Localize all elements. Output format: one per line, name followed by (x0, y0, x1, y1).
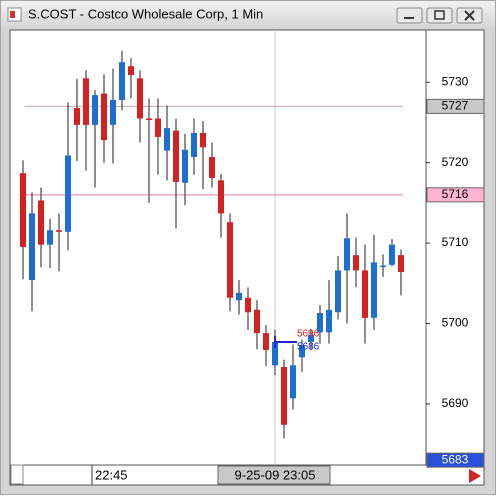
candle-body (380, 265, 386, 268)
candle-body (74, 107, 80, 125)
candle-body (290, 365, 296, 399)
candle-body (272, 341, 278, 366)
candle-body (308, 334, 314, 342)
y-tick-label: 5720 (442, 155, 469, 169)
candle-body (47, 230, 53, 245)
x-cursor-box (217, 465, 331, 485)
maximize-glyph (434, 10, 445, 20)
cursor-text: 5696 (297, 329, 320, 340)
candle-body (20, 173, 26, 248)
candle-body (326, 309, 332, 333)
candle-body (101, 93, 107, 141)
level-box (426, 187, 485, 203)
candle-body (155, 118, 161, 137)
candle-body (173, 130, 179, 182)
y-tick-label: 5730 (442, 74, 469, 88)
candle-body (263, 333, 269, 351)
candle-body (128, 66, 134, 76)
candle-body (146, 118, 152, 121)
scroll-right-arrow[interactable] (469, 469, 481, 483)
candle-body (227, 222, 233, 298)
candle-body (65, 155, 71, 232)
candle-body (110, 99, 116, 125)
candle-body (362, 270, 368, 318)
candle-body (56, 230, 62, 232)
candle-body (191, 132, 197, 158)
y-tick-label: 5690 (442, 396, 469, 410)
candle-body (119, 62, 125, 100)
candle-body (371, 262, 377, 318)
candle-body (218, 180, 224, 214)
close-glyph (464, 10, 475, 21)
candle-body (398, 255, 404, 273)
y-tick-label: 5700 (442, 316, 469, 330)
candle-body (353, 255, 359, 271)
level-box (426, 452, 485, 468)
window-title: S.COST - Costco Wholesale Corp, 1 Min (28, 6, 263, 21)
candle-body (200, 132, 206, 148)
x-tick-label: 22:45 (95, 467, 128, 482)
level-box (426, 98, 485, 114)
candle-body (317, 313, 323, 333)
candle-body (281, 366, 287, 425)
minimize-button[interactable] (396, 7, 423, 24)
candle-body (83, 78, 89, 125)
candle-body (92, 95, 98, 125)
candle-body (137, 78, 143, 119)
y-tick-label: 5710 (442, 235, 469, 249)
level-label: 5716 (442, 187, 469, 201)
candle-body (245, 297, 251, 313)
cursor-text: 5686 (297, 342, 320, 353)
candle-body (236, 292, 242, 301)
chart: 5690 5700 5710 5720 5730 5727 5716 5683 5696 5686… (20, 30, 485, 485)
x-tick-label: 9-25-09 23:05 (235, 467, 316, 482)
candle-body (38, 200, 44, 245)
candle-body (254, 309, 260, 334)
app-icon-mark (10, 11, 15, 18)
candle-body (164, 128, 170, 151)
candle-body (335, 270, 341, 313)
level-label: 5683 (442, 452, 469, 466)
candle-body (344, 238, 350, 271)
scroll-thumb[interactable] (10, 464, 24, 485)
maximize-button[interactable] (426, 7, 453, 24)
candle-body (182, 149, 188, 183)
candle-body (29, 213, 35, 281)
candle-body (299, 345, 305, 358)
plot-area (9, 29, 427, 466)
candle-body (389, 244, 395, 265)
level-label: 5727 (442, 99, 469, 113)
candle-body (209, 157, 215, 178)
